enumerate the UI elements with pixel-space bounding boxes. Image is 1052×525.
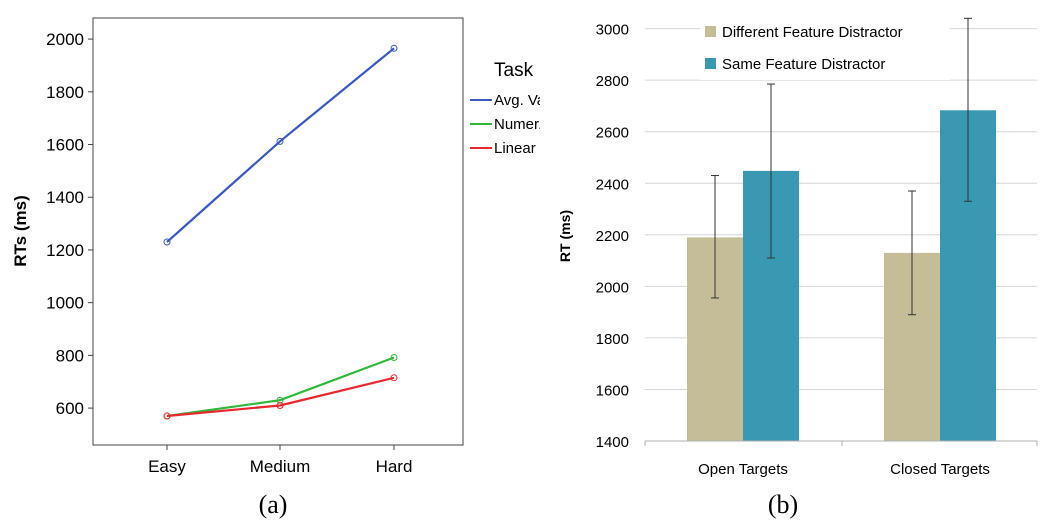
y-tick-label: 1400	[596, 434, 629, 451]
legend-label: Avg. Val	[494, 92, 540, 109]
data-point	[163, 412, 171, 420]
y-tick-label: 2000	[46, 30, 84, 49]
y-tick-label: 800	[56, 346, 84, 365]
caption-b: (b)	[768, 490, 798, 519]
plot-area-frame	[92, 17, 464, 446]
chart-a: 600 800 1000 1200 1400 1600 1800 2000 Easy Mediu…	[11, 17, 540, 519]
legend-swatch	[705, 58, 716, 69]
data-point	[390, 354, 398, 361]
y-axis-label: RTs (ms)	[11, 195, 30, 266]
x-tick-label: Open Targets	[698, 461, 788, 478]
data-point	[276, 402, 284, 409]
data-point	[163, 238, 171, 246]
legend-title: Task	[494, 60, 534, 81]
y-tick-label: 1000	[46, 294, 84, 313]
y-axis-label: RT (ms)	[557, 210, 573, 262]
data-point	[276, 137, 284, 145]
legend-label: Same Feature Distractor	[722, 56, 885, 73]
x-tick-label: Hard	[376, 457, 413, 476]
y-tick-label: 2000	[596, 279, 629, 296]
y-tick-label: 1800	[596, 331, 629, 348]
y-tick-label: 3000	[596, 22, 629, 39]
data-point	[276, 396, 284, 404]
legend-label: Different Feature Distractor	[722, 24, 903, 41]
y-tick-label: 1200	[46, 241, 84, 260]
y-tick-label: 1400	[46, 188, 84, 207]
series-line	[166, 47, 395, 243]
x-tick-label: Easy	[148, 457, 186, 476]
y-tick-label: 2400	[596, 176, 629, 193]
y-tick-label: 600	[56, 399, 84, 418]
legend-swatch	[705, 26, 716, 37]
series-line	[166, 376, 395, 418]
y-tick-label: 1800	[46, 83, 84, 102]
chart-b: 1400 1600 1800 2000 2200 2400 2600 2800 3000 Ope…	[557, 14, 1038, 519]
caption-a: (a)	[259, 490, 288, 519]
x-tick-label: Closed Targets	[890, 461, 990, 478]
series-line	[166, 356, 395, 418]
y-tick-label: 2600	[596, 125, 629, 142]
y-tick-label: 1600	[46, 136, 84, 155]
x-tick-label: Medium	[250, 457, 310, 476]
legend-box	[700, 14, 950, 80]
y-tick-label: 2200	[596, 228, 629, 245]
y-tick-label: 1600	[596, 382, 629, 399]
legend-label: Linear	[494, 140, 536, 157]
y-tick-label: 2800	[596, 73, 629, 90]
legend-label: Numer.	[494, 116, 540, 133]
data-point	[390, 374, 398, 382]
data-point	[390, 44, 398, 52]
